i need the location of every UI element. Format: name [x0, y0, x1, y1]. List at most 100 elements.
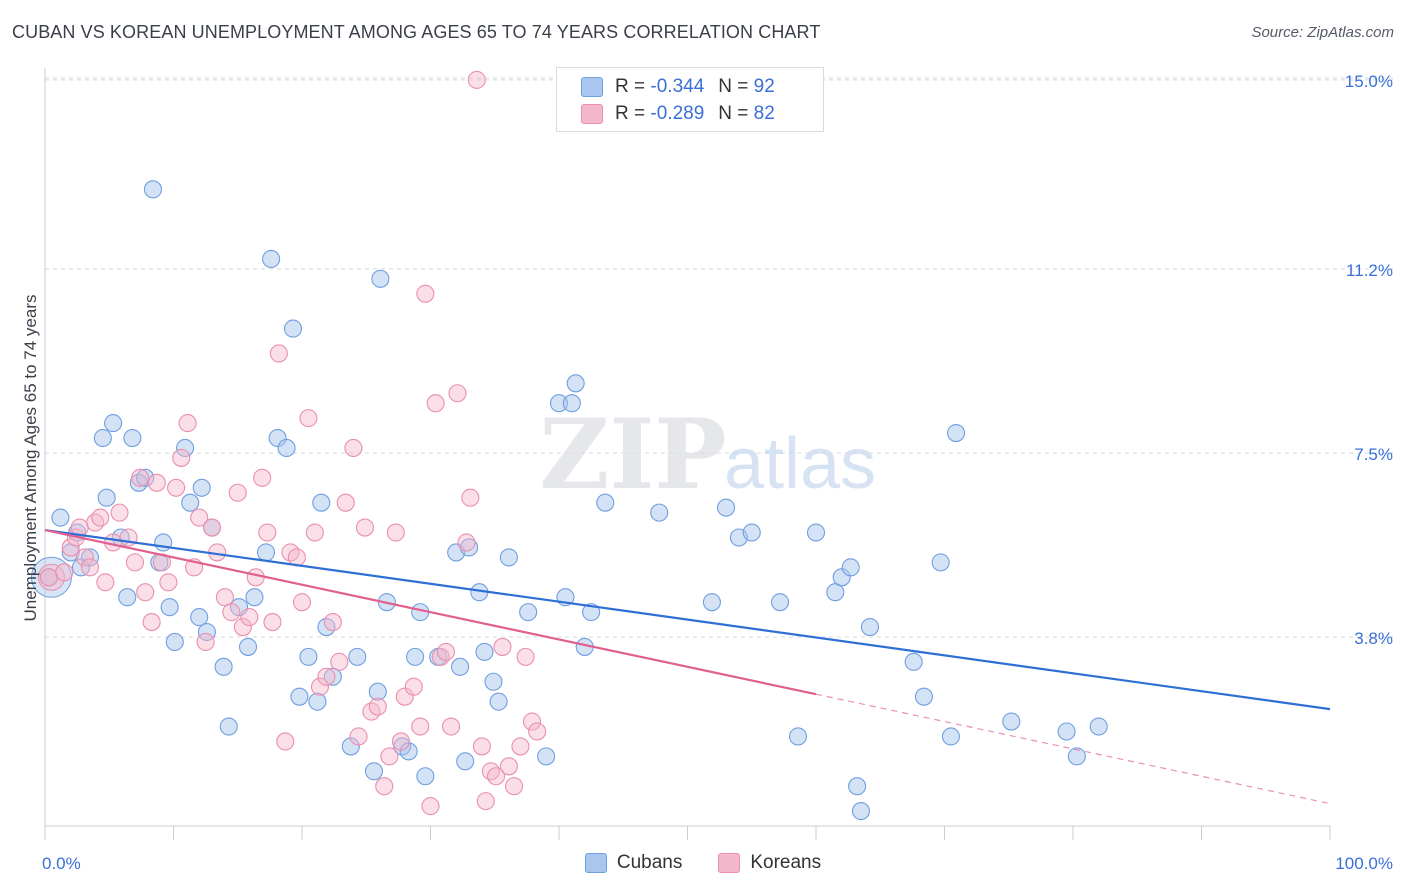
watermark-atlas: atlas — [724, 424, 876, 504]
cubans-point — [256, 543, 276, 562]
koreans-point — [516, 647, 535, 666]
cubans-point — [499, 548, 518, 567]
koreans-point — [228, 483, 247, 502]
cubans-point — [459, 538, 479, 557]
cubans-trend-line — [44, 528, 1331, 711]
series-legend: Cubans Koreans — [0, 852, 1406, 874]
n-label: N = — [718, 103, 749, 124]
cubans-point — [406, 647, 425, 666]
koreans-point — [504, 777, 524, 796]
cubans-point — [104, 414, 123, 433]
y-tick-label: 7.5% — [1354, 445, 1393, 464]
koreans-point — [355, 518, 375, 537]
koreans-point — [86, 513, 105, 532]
koreans-point — [467, 70, 486, 89]
koreans-point — [442, 717, 461, 736]
cubans-point — [860, 617, 880, 637]
koreans-point — [368, 697, 387, 716]
cubans-point — [93, 428, 112, 448]
cubans-point — [262, 249, 281, 269]
cubans-point — [192, 478, 211, 497]
koreans-point — [457, 533, 476, 552]
legend-item-koreans[interactable]: Koreans — [718, 852, 821, 874]
cubans-point — [841, 558, 860, 577]
cubans-point — [650, 503, 669, 522]
cubans-point — [245, 588, 264, 607]
cubans-point — [299, 647, 318, 666]
cubans-point — [770, 593, 790, 612]
cubans-point — [562, 394, 581, 413]
x-tick-label: 100.0% — [1335, 854, 1393, 873]
cubans-point — [238, 637, 258, 656]
tick-labels: 3.8% 7.5% 11.2% 15.0% 0.0% 100.0% — [42, 72, 1393, 873]
cubans-point — [566, 374, 585, 393]
cubans-point — [537, 747, 556, 766]
koreans-point — [375, 777, 394, 796]
legend-label-koreans: Koreans — [750, 852, 822, 873]
cubans-point — [475, 642, 494, 661]
cubans-point — [123, 428, 142, 448]
cubans-point — [596, 493, 615, 512]
koreans-point — [253, 468, 272, 487]
koreans-point — [481, 762, 500, 781]
koreans-point — [91, 508, 110, 527]
cubans-point — [826, 583, 845, 602]
koreans-point — [196, 632, 215, 652]
koreans-point — [172, 448, 191, 467]
chart-title: CUBAN VS KOREAN UNEMPLOYMENT AMONG AGES … — [12, 22, 821, 42]
cubans-point — [97, 488, 116, 507]
koreans-point — [110, 503, 129, 522]
watermark-zip: ZIP — [539, 398, 726, 511]
koreans-point — [476, 792, 495, 811]
koreans-point — [240, 608, 259, 627]
cubans-point — [323, 667, 342, 686]
cubans-point — [788, 727, 808, 746]
n-label: N = — [718, 76, 749, 97]
koreans-point — [431, 647, 450, 666]
cubans-point — [160, 598, 179, 617]
koreans-point — [215, 588, 234, 607]
koreans-point — [448, 384, 467, 403]
cubans-point — [702, 593, 721, 612]
koreans-point — [472, 737, 491, 756]
cubans-point — [582, 603, 601, 622]
koreans-point — [421, 797, 440, 816]
koreans-point — [391, 732, 410, 751]
correlation-legend: R = -0.344 N = 92 R = -0.289 N = 82 — [556, 67, 824, 132]
cubans-points — [30, 180, 1108, 821]
legend-item-cubans[interactable]: Cubans — [584, 852, 683, 874]
koreans-point — [522, 712, 542, 731]
y-tick-label: 11.2% — [1346, 261, 1393, 280]
axes — [44, 68, 1331, 840]
cubans-point — [290, 687, 309, 706]
cubans-point — [416, 767, 435, 786]
koreans-point — [486, 767, 506, 786]
cubans-point — [851, 802, 871, 821]
koreans-point — [125, 553, 144, 572]
cubans-point — [484, 672, 503, 691]
cubans-swatch — [584, 853, 607, 873]
legend-label-cubans: Cubans — [616, 852, 683, 873]
koreans-points — [37, 70, 547, 816]
koreans-point — [292, 593, 312, 612]
koreans-point — [75, 548, 94, 567]
cubans-point — [80, 548, 100, 567]
koreans-point — [336, 493, 355, 512]
koreans-point — [317, 667, 336, 686]
koreans-point — [493, 637, 512, 656]
cubans-point — [176, 438, 195, 458]
cubans-point — [947, 424, 966, 443]
koreans-point — [305, 523, 324, 542]
cubans-point — [806, 523, 826, 542]
x-tick-label: 0.0% — [42, 854, 81, 873]
cubans-point — [51, 508, 70, 527]
koreans-point — [233, 617, 252, 637]
cubans-point — [136, 468, 155, 487]
koreans-point — [511, 737, 530, 756]
legend-row-koreans: R = -0.289 N = 82 — [581, 101, 775, 127]
koreans-point — [96, 573, 115, 592]
koreans-point — [39, 568, 58, 587]
cubans-point — [742, 523, 761, 542]
